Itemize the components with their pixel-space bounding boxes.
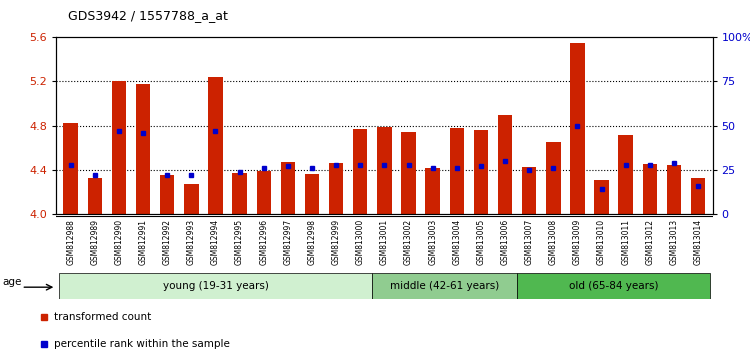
Bar	[691, 178, 705, 214]
Text: transformed count: transformed count	[54, 312, 152, 322]
Text: GSM813007: GSM813007	[525, 219, 534, 265]
Bar	[377, 127, 392, 214]
Bar	[136, 84, 150, 214]
Bar	[401, 132, 416, 214]
Text: GSM812988: GSM812988	[66, 219, 75, 264]
Text: GSM812996: GSM812996	[260, 219, 268, 265]
Text: GSM813008: GSM813008	[549, 219, 558, 265]
Text: GSM813014: GSM813014	[694, 219, 703, 265]
Text: GSM812997: GSM812997	[284, 219, 292, 265]
Text: percentile rank within the sample: percentile rank within the sample	[54, 339, 230, 349]
Bar	[160, 176, 175, 214]
Text: GSM813002: GSM813002	[404, 219, 413, 265]
Bar	[64, 124, 78, 214]
Bar	[449, 128, 464, 214]
Bar	[209, 77, 223, 214]
Bar	[256, 171, 271, 214]
Text: GSM812991: GSM812991	[139, 219, 148, 265]
Bar	[594, 180, 609, 214]
Bar	[667, 165, 681, 214]
Bar	[304, 174, 320, 214]
Bar	[522, 167, 536, 214]
Bar	[498, 115, 512, 214]
Bar	[58, 273, 372, 299]
Bar	[372, 273, 517, 299]
Bar	[546, 142, 560, 214]
Text: GSM813006: GSM813006	[500, 219, 509, 265]
Bar	[353, 129, 368, 214]
Bar	[112, 81, 126, 214]
Bar	[425, 168, 439, 214]
Text: GSM812998: GSM812998	[308, 219, 316, 265]
Text: GSM812999: GSM812999	[332, 219, 340, 265]
Text: GSM813005: GSM813005	[476, 219, 485, 265]
Text: old (65-84 years): old (65-84 years)	[568, 281, 658, 291]
Text: GSM813000: GSM813000	[356, 219, 364, 265]
Text: GSM813001: GSM813001	[380, 219, 388, 265]
Text: GSM812995: GSM812995	[235, 219, 244, 265]
Text: GSM812993: GSM812993	[187, 219, 196, 265]
Bar	[280, 162, 295, 214]
Text: GSM813012: GSM813012	[645, 219, 654, 265]
Bar	[474, 130, 488, 214]
Text: GSM813003: GSM813003	[428, 219, 437, 265]
Text: GSM813011: GSM813011	[621, 219, 630, 265]
Bar	[643, 164, 657, 214]
Bar	[184, 184, 199, 214]
Text: GSM813009: GSM813009	[573, 219, 582, 265]
Bar	[329, 163, 344, 214]
Text: GSM812992: GSM812992	[163, 219, 172, 265]
Text: GSM812989: GSM812989	[90, 219, 99, 265]
Text: GSM813013: GSM813013	[670, 219, 679, 265]
Bar	[570, 43, 585, 214]
Text: GSM813010: GSM813010	[597, 219, 606, 265]
Text: GSM812990: GSM812990	[115, 219, 124, 265]
Bar	[619, 135, 633, 214]
Text: age: age	[3, 277, 22, 287]
Text: GSM812994: GSM812994	[211, 219, 220, 265]
Text: middle (42-61 years): middle (42-61 years)	[390, 281, 500, 291]
Text: young (19-31 years): young (19-31 years)	[163, 281, 268, 291]
Bar	[517, 273, 710, 299]
Bar	[232, 173, 247, 214]
Text: GDS3942 / 1557788_a_at: GDS3942 / 1557788_a_at	[68, 9, 227, 22]
Text: GSM813004: GSM813004	[452, 219, 461, 265]
Bar	[88, 178, 102, 214]
